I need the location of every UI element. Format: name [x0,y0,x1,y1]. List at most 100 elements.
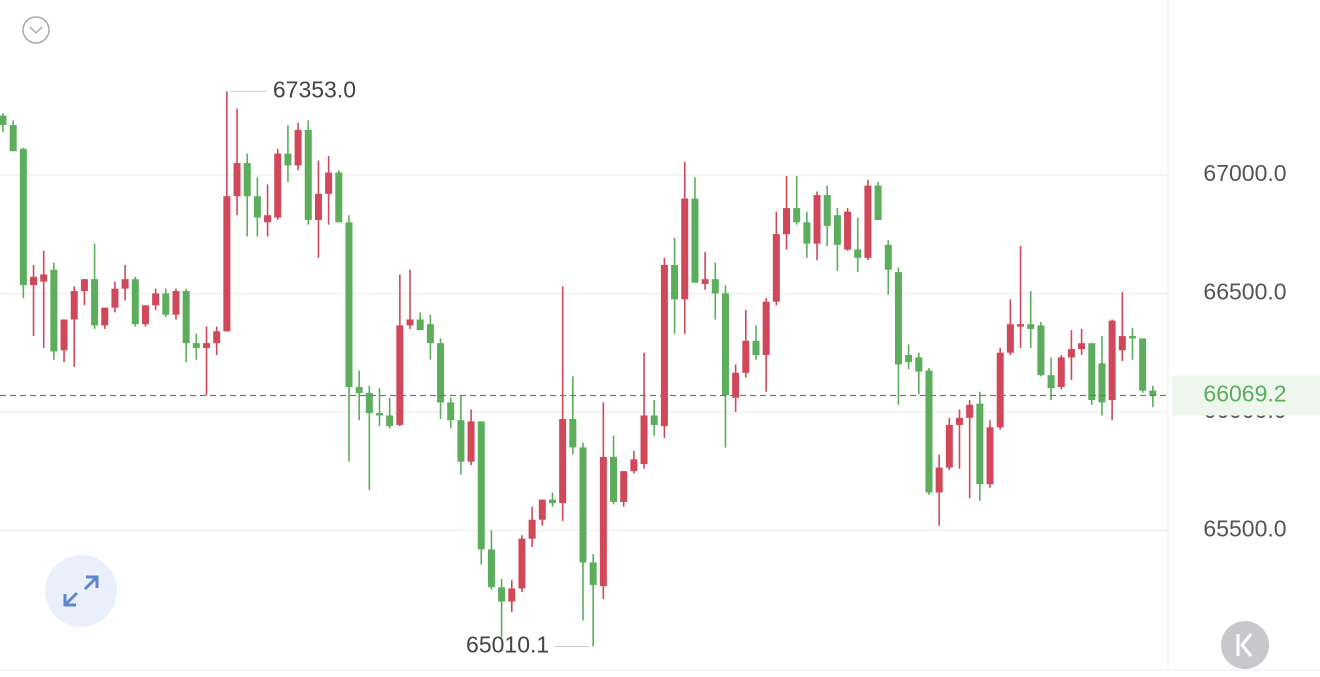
candle-body [213,331,221,344]
candle-body [152,293,160,306]
candle-body [905,355,913,363]
collapse-button[interactable] [22,16,50,44]
candle-body [681,198,689,300]
candle-body [925,370,933,493]
candle-body [742,340,750,373]
last-price-label: 66069.2 [1203,381,1286,407]
candle-body [1067,349,1075,358]
candle-body [1098,363,1106,403]
candle-body [1088,343,1096,401]
candle-body [1128,336,1136,339]
candle-body [559,419,567,504]
candle-body [60,319,68,351]
candle-body [0,115,7,126]
candle-body [854,249,862,258]
candle-body [915,357,923,372]
candle-body [620,471,628,502]
candle-body [599,456,607,587]
candle-body [91,279,99,326]
candle-body [406,319,414,326]
candle-body [793,208,801,223]
candle-body [70,291,78,320]
candle-body [386,415,394,427]
collapse-chevron [29,26,43,35]
candle-body [111,288,119,308]
candle-body [691,198,699,283]
candle-body [650,415,658,425]
expand-button[interactable] [45,555,117,627]
candle-body [416,319,424,331]
candle-body [874,185,882,220]
candle-body [304,129,312,220]
candle-body [141,305,149,325]
candle-body [976,403,984,485]
candle-body [864,185,872,258]
latest-button[interactable] [1221,621,1269,669]
max-label: 67353.0 [273,76,356,102]
min-label: 65010.1 [466,632,549,658]
candle-body [131,279,139,325]
candle-body [966,404,974,418]
candle-body [640,415,648,465]
candle-body [172,291,180,315]
candle-body [762,301,770,356]
candle-body [579,447,587,563]
candle-body [894,272,902,365]
latest-icon [1236,633,1253,657]
candle-body [396,325,404,425]
candle-body [1149,390,1157,396]
candle-body [610,456,618,502]
candle-body [752,340,760,356]
candle-body [243,163,251,197]
candle-body [345,222,353,388]
candle-body [1118,336,1126,351]
candle-body [823,195,831,226]
candle-body [986,427,994,485]
candle-body [1078,343,1086,350]
candle-body [884,244,892,270]
candle-body [325,172,333,194]
candle-body [711,279,719,294]
candle-body [813,195,821,244]
candle-body [803,222,811,244]
candle-body [40,274,48,282]
candle-body [1108,320,1116,401]
candle-body [1139,338,1147,391]
candle-body [732,372,740,398]
candle-body [203,343,211,348]
candle-body [772,234,780,302]
candle-body [528,519,536,539]
expand-icon [63,575,99,607]
candle-body [538,499,546,520]
candle-body [660,264,668,427]
candle-body [274,153,282,218]
candle-body [498,587,506,602]
candle-body [355,387,363,393]
candle-body [671,264,679,300]
y-tick-label: 66500.0 [1203,278,1286,304]
candle-body [233,163,241,197]
candle-body [569,419,577,448]
candle-body [945,424,953,468]
candle-body [335,172,343,223]
candle-body [721,293,729,396]
candle-body [80,279,88,292]
candle-body [447,402,455,421]
candle-body [1027,324,1035,329]
candle-body [518,538,526,589]
candle-body [487,549,495,588]
candle-body [284,153,292,166]
candle-body [935,467,943,493]
candle-body [833,215,841,245]
candle-body [1037,325,1045,376]
candle-body [437,343,445,403]
candle-body [426,324,434,344]
expand-circle [45,555,117,627]
candle-body [162,293,170,315]
last-price-box [1172,375,1320,416]
candle-body [589,562,597,585]
candle-body [223,196,231,332]
candle-body [1047,375,1055,389]
candle-body [467,421,475,462]
